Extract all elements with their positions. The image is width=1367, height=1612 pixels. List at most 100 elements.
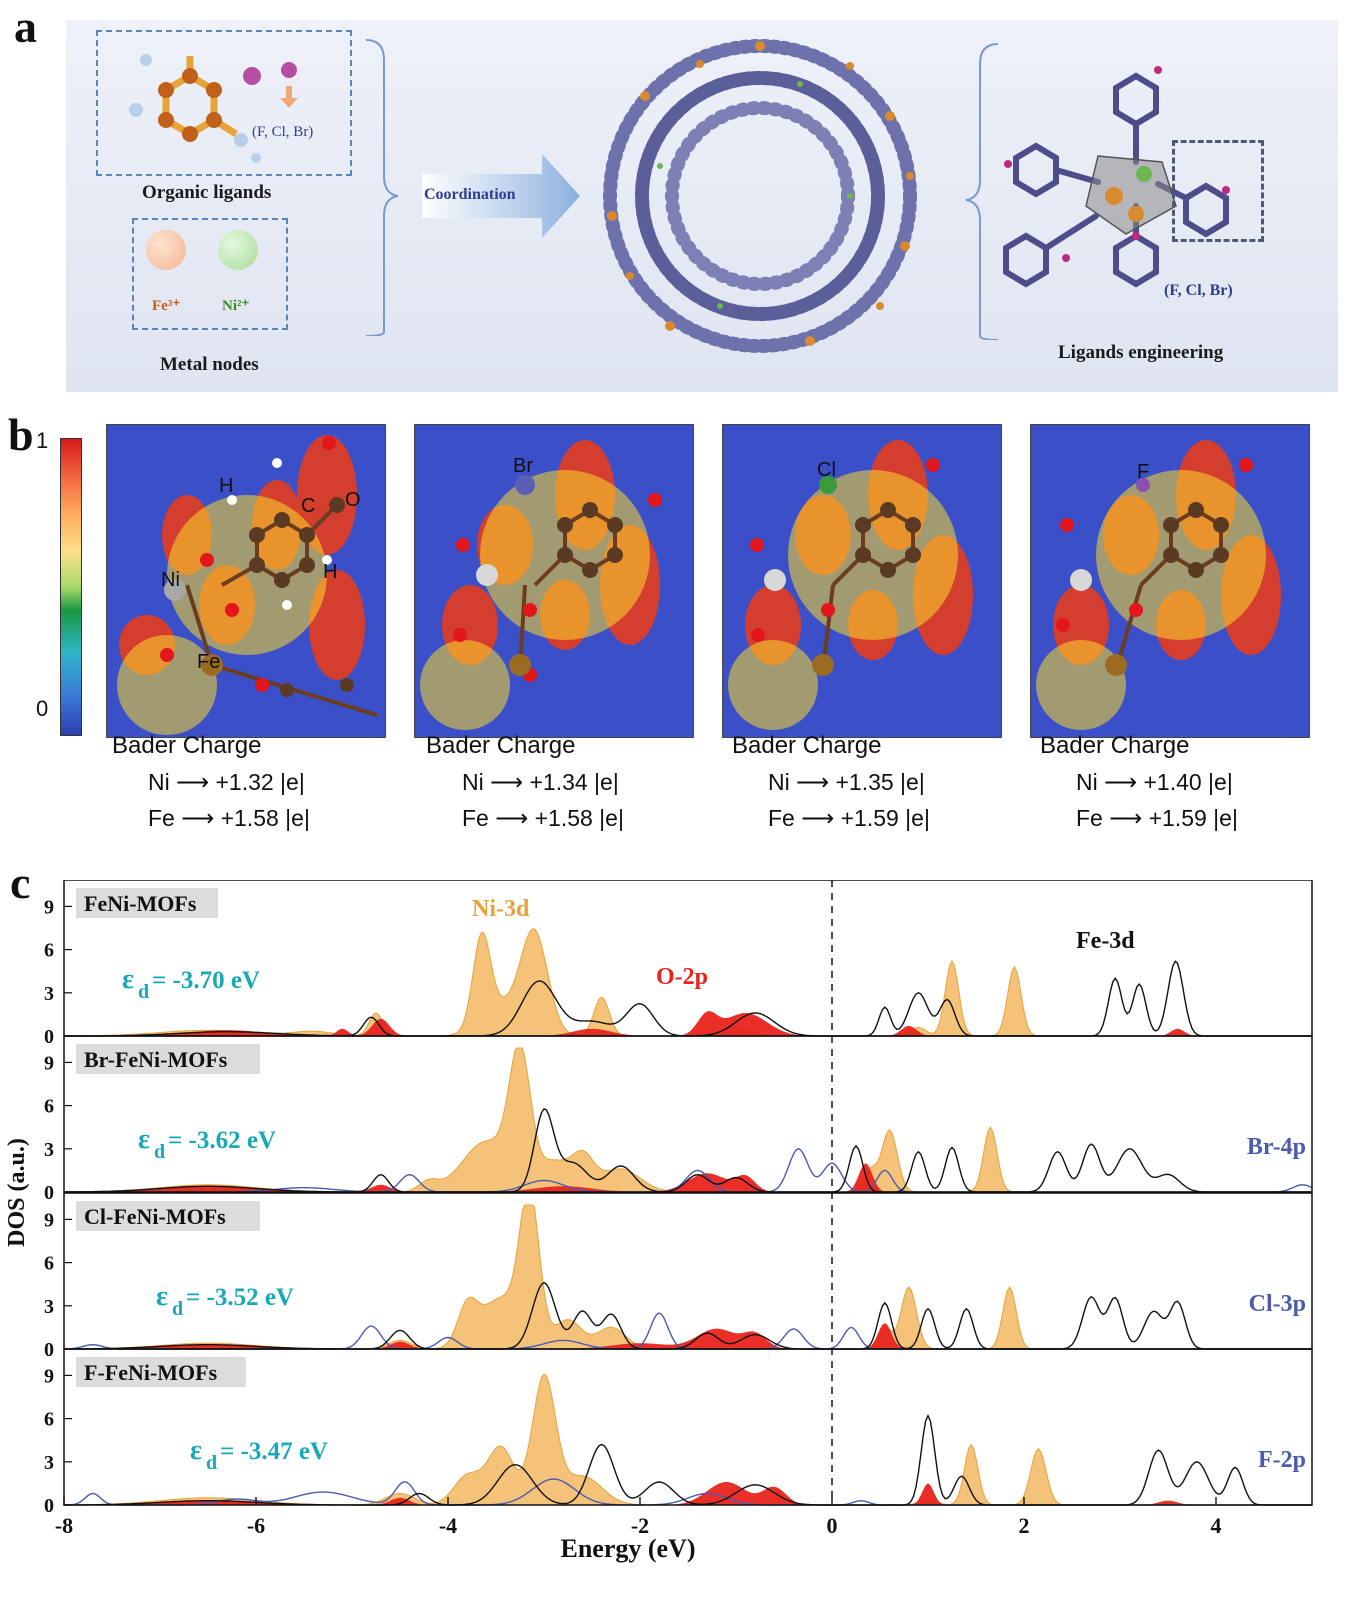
atom-label-o: O (345, 489, 361, 511)
epsilon-d-subscript: d (172, 1298, 183, 1320)
bader-title: Bader Charge (112, 732, 262, 759)
colorbar-max-label: 1 (36, 428, 49, 453)
x-tick-label: -4 (439, 1513, 457, 1538)
y-tick-label: 6 (44, 1253, 54, 1275)
ligand-hydrogen-atom (234, 133, 248, 147)
halogen-series-label: Br-4p (1247, 1134, 1306, 1160)
o2p-area (64, 1323, 1312, 1349)
coordination-arrow (422, 154, 580, 238)
fe-ion-label: Fe³⁺ (152, 298, 181, 314)
halogen-options-right: (F, Cl, Br) (1164, 282, 1233, 299)
panel-label-bg (76, 1201, 260, 1231)
x-tick-label: 2 (1019, 1513, 1030, 1538)
halogen-options-left: (F, Cl, Br) (252, 124, 314, 140)
ligand-carbon-atom (206, 82, 222, 98)
charge-map-br: Br (414, 424, 694, 738)
bader-ni-value: Ni ⟶ +1.35 |e| (768, 769, 925, 795)
colorbar-min-label: 0 (36, 696, 49, 721)
panel-label-bg (76, 1044, 260, 1074)
epsilon-d-subscript: d (138, 981, 149, 1003)
charge-map-pristine: H C O Ni H Fe (106, 424, 386, 738)
epsilon-d-symbol: ε (122, 964, 134, 995)
panel-frame (63, 880, 1313, 1037)
metal-nodes-label: Metal nodes (160, 354, 259, 375)
atom-label-h1: H (219, 475, 234, 497)
charge-map-cl: Cl (722, 424, 1002, 738)
epsilon-d-value: = -3.47 eV (220, 1438, 328, 1465)
epsilon-d-subscript: d (206, 1452, 217, 1474)
epsilon-d-symbol: ε (156, 1281, 168, 1312)
fe-ion-sphere (146, 230, 186, 270)
o2p-series-label: O-2p (656, 964, 708, 990)
bader-title: Bader Charge (1040, 732, 1190, 759)
y-tick-label: 9 (44, 1365, 54, 1387)
bader-block-br: Bader Charge Ni ⟶ +1.34 |e| Fe ⟶ +1.58 |… (426, 732, 624, 836)
epsilon-d-subscript: d (154, 1141, 165, 1163)
ligand-carbon-atom (182, 126, 198, 142)
charge-map-pristine-svg (117, 435, 378, 735)
y-tick-label: 0 (44, 1339, 54, 1361)
organic-ligand-molecule (129, 54, 261, 163)
x-tick-label: -6 (247, 1513, 265, 1538)
halogen-substitution-arrow (280, 62, 298, 108)
bader-fe-value: Fe ⟶ +1.59 |e| (768, 805, 930, 831)
panel-label: Br-FeNi-MOFs (84, 1047, 228, 1072)
epsilon-d-symbol: ε (190, 1435, 202, 1466)
y-tick-label: 6 (44, 940, 54, 962)
panel-frame (63, 1035, 1313, 1193)
y-tick-label: 3 (44, 983, 54, 1005)
panel-a-letter: a (14, 1, 37, 52)
fe3d-line (63, 1281, 1312, 1350)
atom-label-h2: H (323, 561, 338, 583)
bader-ni-value: Ni ⟶ +1.34 |e| (462, 769, 619, 795)
x-tick-label: 0 (827, 1513, 838, 1538)
br-atom-label: Br (513, 455, 533, 477)
y-tick-label: 3 (44, 1139, 54, 1161)
ligand-engineering-illustration (1003, 66, 1230, 288)
bader-block-cl: Bader Charge Ni ⟶ +1.35 |e| Fe ⟶ +1.59 |… (732, 732, 930, 836)
bader-fe-value: Fe ⟶ +1.58 |e| (148, 805, 310, 831)
bader-block-pristine: Bader Charge Ni ⟶ +1.32 |e| Fe ⟶ +1.58 |… (112, 732, 310, 836)
ligand-carbon-atom (158, 112, 174, 128)
y-tick-label: 3 (44, 1296, 54, 1318)
y-tick-label: 9 (44, 896, 54, 918)
y-tick-label: 6 (44, 1096, 54, 1118)
y-tick-label: 0 (44, 1495, 54, 1517)
panel-label: F-FeNi-MOFs (84, 1360, 218, 1385)
right-brace (965, 43, 999, 340)
bader-ni-value: Ni ⟶ +1.32 |e| (148, 769, 305, 795)
bader-ni-value: Ni ⟶ +1.40 |e| (1076, 769, 1233, 795)
engineering-ni-atom (1136, 166, 1152, 182)
engineering-fe-atom (1105, 187, 1123, 205)
ligand-highlight-box (1172, 140, 1264, 242)
y-tick-label: 9 (44, 1052, 54, 1074)
y-tick-label: 3 (44, 1452, 54, 1474)
x-tick-label: -8 (55, 1513, 73, 1538)
left-brace (365, 39, 399, 336)
x-axis-label: Energy (eV) (560, 1534, 695, 1563)
epsilon-d-symbol: ε (138, 1124, 150, 1155)
epsilon-d-value: = -3.70 eV (152, 967, 260, 994)
o2p-area (64, 1011, 1312, 1036)
atom-label-fe: Fe (197, 651, 221, 673)
bader-block-f: Bader Charge Ni ⟶ +1.40 |e| Fe ⟶ +1.59 |… (1040, 732, 1238, 836)
epsilon-d-value: = -3.62 eV (168, 1127, 276, 1154)
charge-map-f: F (1030, 424, 1310, 738)
epsilon-d-value: = -3.52 eV (186, 1284, 294, 1311)
ni3d-series-label: Ni-3d (472, 896, 530, 922)
ligand-carbon-atom (206, 112, 222, 128)
panel-b-letter: b (8, 409, 34, 460)
metal-nodes-box (132, 218, 288, 330)
cl-atom-label: Cl (817, 459, 836, 481)
panel-frame (63, 1348, 1313, 1506)
fe3d-series-label: Fe-3d (1076, 928, 1135, 954)
panel-label: Cl-FeNi-MOFs (84, 1204, 226, 1229)
organic-ligand-box (96, 30, 352, 176)
charge-map-br-svg (420, 440, 662, 730)
x-tick-label: -2 (631, 1513, 649, 1538)
f-atom-label: F (1137, 461, 1150, 483)
panel-c-letter: c (10, 857, 31, 908)
panel-a-schematic: (F, Cl, Br) Organic ligands Fe³⁺ Ni²⁺ Me… (66, 20, 1338, 392)
charge-map-cl-svg (728, 440, 973, 730)
charge-map-f-svg (1036, 440, 1281, 730)
